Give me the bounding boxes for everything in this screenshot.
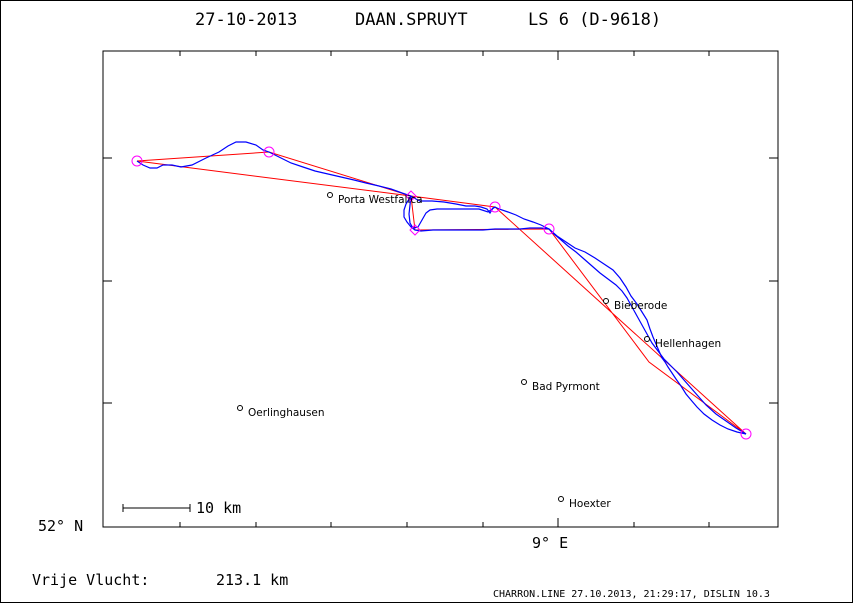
place-label-hellenhagen: Hellenhagen [655,338,721,350]
flight-date: 27-10-2013 [195,10,297,30]
place-marker-hellenhagen [644,336,650,342]
turnpoint-diamond-2 [409,224,421,236]
place-marker-oerlinghausen [237,405,243,411]
scale-bar-label: 10 km [196,499,241,517]
glider-id: LS 6 (D-9618) [528,10,661,30]
flight-track [136,141,747,435]
turnpoint-1 [263,146,275,158]
task-route [136,151,747,435]
longitude-label: 9° E [532,534,568,552]
scale-bar [122,504,191,512]
pilot-name: DAAN.SPRUYT [355,10,468,30]
place-label-oerlinghausen: Oerlinghausen [248,407,325,419]
place-marker-bieberode [603,298,609,304]
plot-frame [102,50,779,528]
place-markers [237,192,650,502]
place-label-hoexter: Hoexter [569,498,611,510]
place-marker-porta-westfalica [327,192,333,198]
turnpoint-4 [740,428,752,440]
flight-type-label: Vrije Vlucht: [32,571,149,589]
place-label-bieberode: Bieberode [614,300,667,312]
flight-track-return [403,195,747,435]
latitude-label: 52° N [38,517,83,535]
place-marker-bad-pyrmont [521,379,527,385]
place-label-porta-westfalica: Porta Westfalica [338,194,423,206]
place-marker-hoexter [558,496,564,502]
place-label-bad-pyrmont: Bad Pyrmont [532,381,600,393]
turnpoint-start [131,155,143,167]
flight-distance: 213.1 km [216,571,288,589]
turnpoint-2 [489,201,501,213]
turnpoints [131,146,752,440]
axis-ticks [103,51,778,527]
turnpoint-3 [543,223,555,235]
footer-info: CHARRON.LINE 27.10.2013, 21:29:17, DISLI… [493,589,770,600]
turnpoint-diamond-1 [405,190,417,202]
